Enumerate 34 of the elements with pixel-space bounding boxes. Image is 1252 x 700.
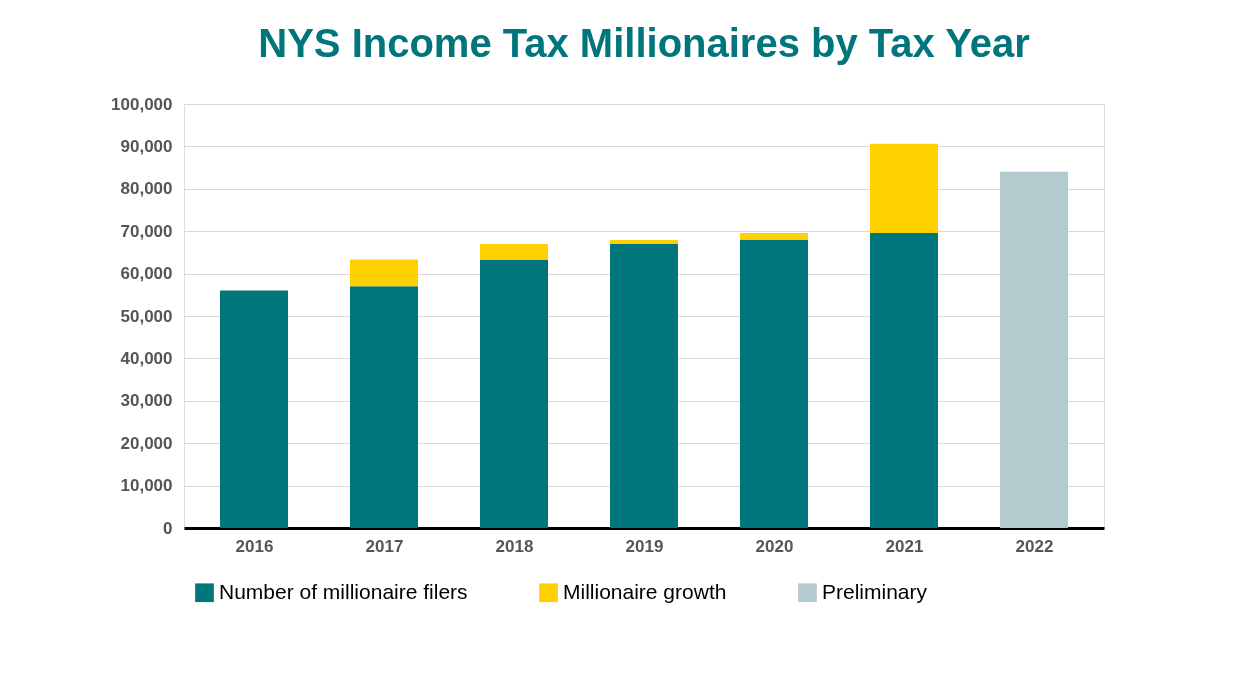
x-tick-label: 2020 <box>755 536 794 556</box>
bar <box>1000 171 1068 528</box>
y-tick-label: 10,000 <box>120 476 173 496</box>
y-tick-label: 30,000 <box>120 391 173 411</box>
y-tick-label: 50,000 <box>120 306 173 326</box>
legend-label: Number of millionaire filers <box>219 579 468 603</box>
bar <box>610 240 678 244</box>
x-tick-label: 2018 <box>495 536 534 556</box>
x-tick-label: 2019 <box>625 536 664 556</box>
y-tick-label: 90,000 <box>120 136 173 156</box>
y-tick-label: 80,000 <box>120 179 173 199</box>
bar <box>350 286 418 528</box>
y-tick-label: 100,000 <box>111 94 173 114</box>
x-tick-label: 2017 <box>365 536 404 556</box>
bar <box>480 243 548 261</box>
y-tick-label: 70,000 <box>120 221 173 241</box>
y-tick-label: 20,000 <box>120 433 173 453</box>
bar <box>740 232 808 241</box>
x-tick-label: 2016 <box>235 536 274 556</box>
bar <box>220 290 288 528</box>
bar <box>870 143 938 233</box>
legend-label: Millionaire growth <box>563 579 727 603</box>
y-tick-label: 40,000 <box>120 348 173 368</box>
chart-title: NYS Income Tax Millionaires by Tax Year <box>258 21 1030 65</box>
x-tick-label: 2021 <box>885 536 924 556</box>
bar <box>610 243 678 528</box>
y-tick-label: 60,000 <box>120 264 173 284</box>
bar <box>870 232 938 528</box>
legend-label: Preliminary <box>822 579 928 603</box>
bar <box>480 260 548 528</box>
bar <box>740 240 808 528</box>
x-tick-label: 2022 <box>1015 536 1054 556</box>
bar <box>350 259 418 287</box>
y-tick-label: 0 <box>163 518 173 538</box>
